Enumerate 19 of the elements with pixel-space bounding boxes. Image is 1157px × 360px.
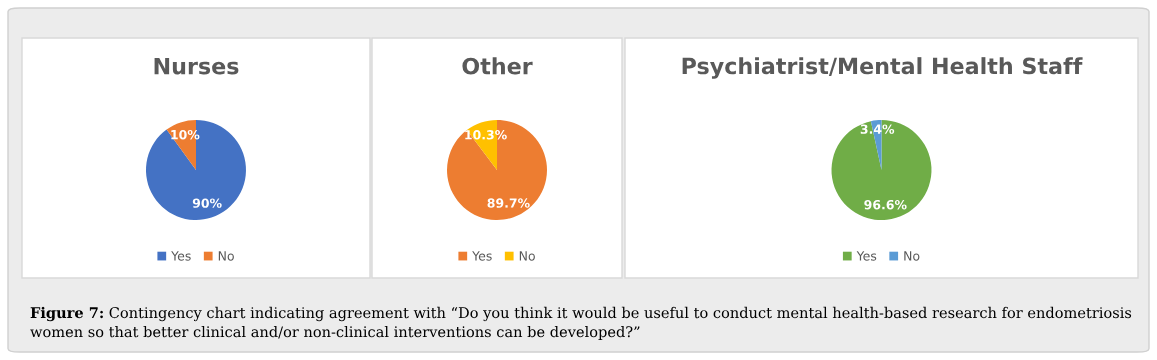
data-label: 10.3% (465, 130, 507, 140)
data-label: 96.6% (864, 199, 907, 210)
data-label: 89.7% (487, 198, 530, 208)
pie-slice (447, 120, 547, 220)
legend-label: Yes (472, 251, 492, 261)
legend-label: Yes (171, 251, 191, 261)
data-label: 90% (192, 198, 222, 208)
legend-label: No (218, 251, 234, 261)
chart-title: Psychiatrist/Mental Health Staff (682, 57, 1083, 79)
text: women so that better clinical and/or non-clinical interventions can be developed?” (30, 325, 640, 341)
text: Contingency chart indicating agreement with “Do you think it would be useful to conduct mental health-based research for endometriosis (109, 306, 1132, 322)
pie-slice (146, 120, 246, 220)
legend-label: No (904, 251, 920, 261)
pie-slice (831, 120, 932, 220)
chart-title: Other (462, 57, 533, 75)
legend-label: No (519, 251, 535, 261)
caption: Figure 7: (30, 306, 103, 322)
chart-title: Nurses (154, 57, 239, 75)
legend-label: Yes (856, 251, 877, 261)
